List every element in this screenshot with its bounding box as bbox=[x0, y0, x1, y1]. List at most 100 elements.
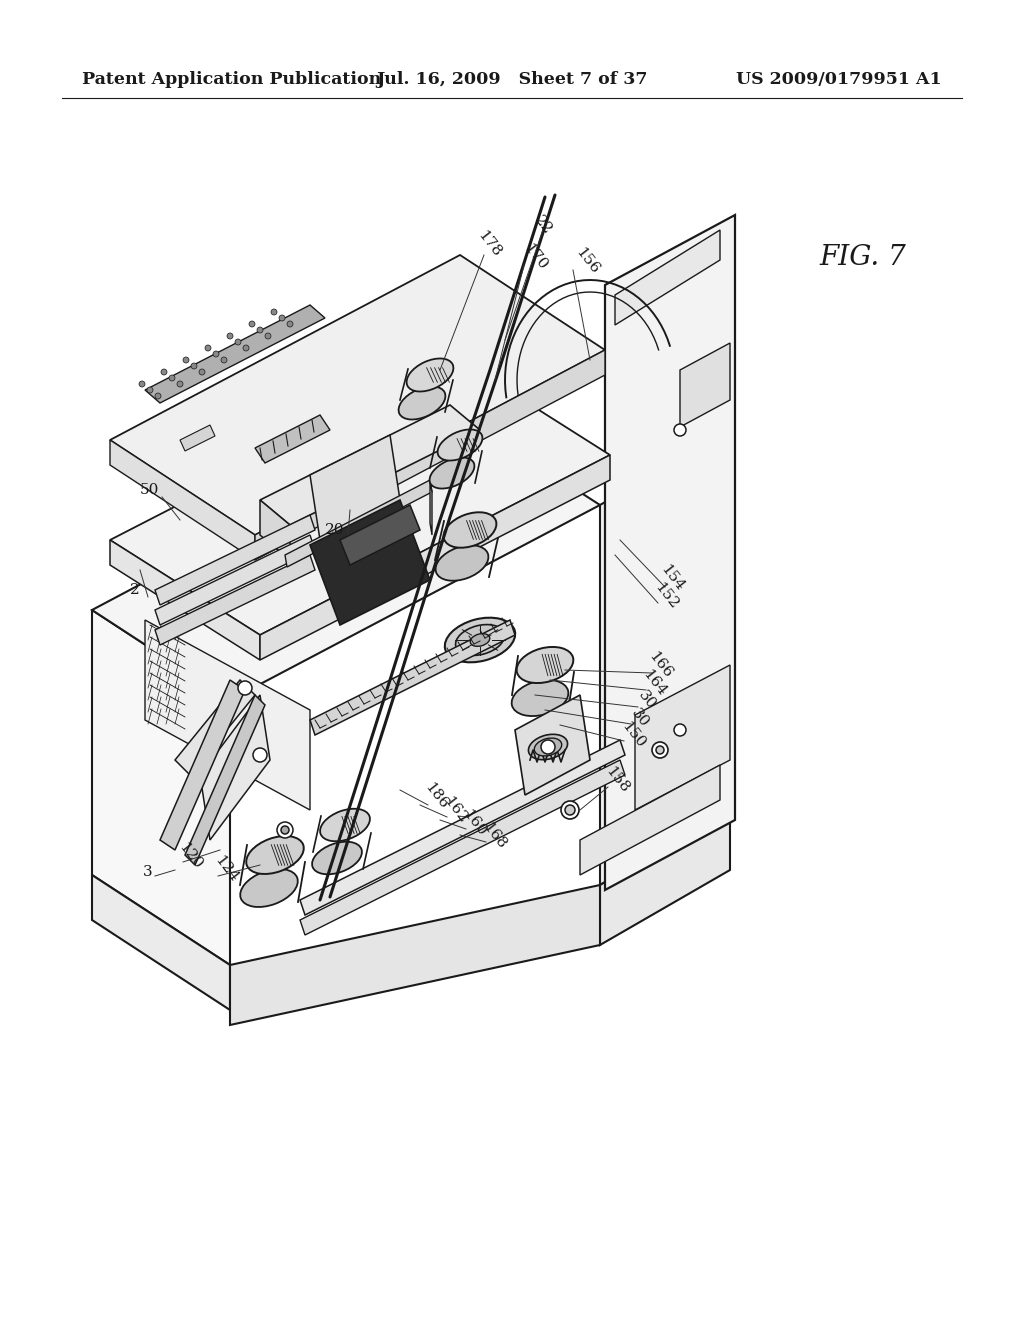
Ellipse shape bbox=[470, 634, 489, 647]
Polygon shape bbox=[180, 425, 215, 451]
Circle shape bbox=[541, 741, 555, 754]
Text: 160: 160 bbox=[460, 807, 488, 838]
Ellipse shape bbox=[517, 647, 573, 682]
Text: 152: 152 bbox=[651, 581, 681, 611]
Text: 158: 158 bbox=[602, 764, 632, 796]
Text: 22: 22 bbox=[531, 213, 555, 238]
Ellipse shape bbox=[512, 680, 568, 715]
Polygon shape bbox=[155, 515, 315, 605]
Polygon shape bbox=[260, 455, 610, 660]
Polygon shape bbox=[260, 405, 480, 525]
Circle shape bbox=[281, 826, 289, 834]
Polygon shape bbox=[260, 500, 290, 560]
Text: 164: 164 bbox=[639, 667, 669, 698]
Text: 166: 166 bbox=[645, 649, 675, 681]
Ellipse shape bbox=[535, 738, 562, 756]
Circle shape bbox=[561, 801, 579, 818]
Circle shape bbox=[227, 333, 233, 339]
Text: 50: 50 bbox=[139, 483, 159, 498]
Polygon shape bbox=[600, 810, 730, 945]
Circle shape bbox=[249, 321, 255, 327]
Circle shape bbox=[205, 345, 211, 351]
Polygon shape bbox=[310, 620, 515, 735]
Polygon shape bbox=[600, 430, 730, 884]
Circle shape bbox=[177, 381, 183, 387]
Polygon shape bbox=[615, 230, 720, 325]
Circle shape bbox=[257, 327, 263, 333]
Circle shape bbox=[147, 387, 153, 393]
Ellipse shape bbox=[443, 512, 497, 548]
Circle shape bbox=[674, 723, 686, 737]
Polygon shape bbox=[310, 500, 430, 624]
Text: US 2009/0179951 A1: US 2009/0179951 A1 bbox=[736, 71, 942, 88]
Circle shape bbox=[169, 375, 175, 381]
Circle shape bbox=[652, 742, 668, 758]
Ellipse shape bbox=[437, 429, 482, 461]
Polygon shape bbox=[580, 766, 720, 875]
Circle shape bbox=[183, 356, 189, 363]
Circle shape bbox=[161, 370, 167, 375]
Polygon shape bbox=[300, 760, 625, 935]
Ellipse shape bbox=[312, 842, 361, 874]
Text: 124: 124 bbox=[212, 853, 241, 884]
Polygon shape bbox=[255, 350, 605, 560]
Circle shape bbox=[243, 345, 249, 351]
Text: 30: 30 bbox=[629, 706, 651, 730]
Polygon shape bbox=[110, 540, 260, 660]
Polygon shape bbox=[340, 506, 420, 565]
Text: 186: 186 bbox=[422, 780, 451, 812]
Text: 150: 150 bbox=[618, 719, 647, 751]
Circle shape bbox=[278, 822, 293, 838]
Circle shape bbox=[213, 351, 219, 356]
Circle shape bbox=[238, 681, 252, 696]
Ellipse shape bbox=[246, 836, 304, 874]
Circle shape bbox=[234, 339, 241, 345]
Circle shape bbox=[139, 381, 145, 387]
Ellipse shape bbox=[429, 458, 474, 488]
Polygon shape bbox=[160, 680, 245, 850]
Polygon shape bbox=[92, 414, 600, 700]
Polygon shape bbox=[515, 696, 590, 795]
Polygon shape bbox=[680, 343, 730, 426]
Text: Jul. 16, 2009   Sheet 7 of 37: Jul. 16, 2009 Sheet 7 of 37 bbox=[376, 71, 648, 88]
Circle shape bbox=[253, 748, 267, 762]
Text: 154: 154 bbox=[657, 562, 686, 594]
Text: 170: 170 bbox=[520, 242, 550, 273]
Text: Patent Application Publication: Patent Application Publication bbox=[82, 71, 381, 88]
Polygon shape bbox=[310, 436, 400, 540]
Circle shape bbox=[565, 805, 575, 814]
Polygon shape bbox=[155, 535, 315, 624]
Polygon shape bbox=[300, 741, 625, 915]
Circle shape bbox=[271, 309, 278, 315]
Polygon shape bbox=[155, 554, 315, 645]
Text: 120: 120 bbox=[175, 840, 205, 871]
Ellipse shape bbox=[444, 618, 515, 663]
Polygon shape bbox=[110, 360, 610, 635]
Polygon shape bbox=[185, 696, 265, 865]
Circle shape bbox=[656, 746, 664, 754]
Polygon shape bbox=[230, 884, 600, 1026]
Text: 168: 168 bbox=[479, 820, 509, 851]
Ellipse shape bbox=[456, 624, 505, 656]
Ellipse shape bbox=[398, 387, 445, 420]
Polygon shape bbox=[110, 440, 255, 560]
Text: 20: 20 bbox=[326, 523, 345, 537]
Ellipse shape bbox=[407, 359, 454, 392]
Text: 3: 3 bbox=[143, 865, 153, 879]
Polygon shape bbox=[175, 680, 255, 775]
Text: 178: 178 bbox=[474, 228, 504, 260]
Polygon shape bbox=[92, 610, 230, 965]
Text: 2: 2 bbox=[130, 583, 140, 597]
Polygon shape bbox=[145, 620, 310, 810]
Polygon shape bbox=[605, 215, 735, 890]
Ellipse shape bbox=[528, 734, 567, 760]
Ellipse shape bbox=[241, 869, 298, 907]
Circle shape bbox=[265, 333, 271, 339]
Polygon shape bbox=[145, 305, 325, 403]
Circle shape bbox=[199, 370, 205, 375]
Polygon shape bbox=[635, 665, 730, 810]
Circle shape bbox=[674, 424, 686, 436]
Polygon shape bbox=[255, 414, 330, 463]
Circle shape bbox=[221, 356, 227, 363]
Polygon shape bbox=[285, 480, 432, 568]
